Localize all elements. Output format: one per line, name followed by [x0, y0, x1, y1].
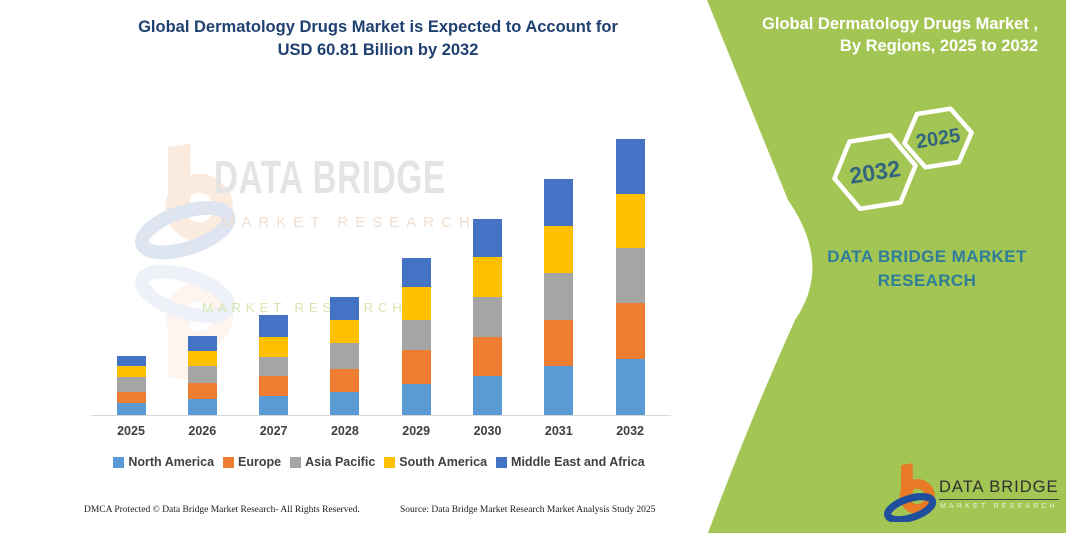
legend-swatch-icon	[290, 456, 302, 468]
legend-label: South America	[399, 455, 488, 469]
bar-segment	[330, 320, 360, 343]
logo-subtitle: MARKET RESEARCH	[940, 503, 1058, 510]
bar-segment	[330, 392, 360, 415]
bar-segment	[116, 403, 146, 415]
bar-segment	[187, 350, 217, 367]
legend-label: Middle East and Africa	[511, 455, 645, 469]
bar-segment	[615, 248, 645, 304]
bar-segment	[116, 366, 146, 378]
bar-segment	[473, 376, 502, 415]
bar-segment	[116, 392, 146, 404]
x-axis-label: 2028	[330, 424, 359, 438]
legend-label: Asia Pacific	[305, 455, 376, 469]
chart-title-line1: Global Dermatology Drugs Market is Expec…	[138, 18, 618, 36]
x-axis-label: 2032	[616, 424, 644, 438]
bar-segment	[330, 297, 360, 321]
bar-segment	[544, 319, 574, 367]
x-axis-label: 2030	[473, 424, 502, 438]
brand-text-line2: RESEARCH	[877, 271, 977, 290]
legend-swatch-icon	[113, 456, 125, 468]
bar-segment	[544, 273, 574, 320]
legend-label: Europe	[238, 455, 282, 469]
legend-swatch-icon	[384, 456, 396, 468]
chart-title-line2: USD 60.81 Billion by 2032	[277, 41, 479, 59]
brand-text: DATA BRIDGE MARKET RESEARCH	[817, 245, 1037, 293]
bar-segment	[473, 296, 502, 337]
bar-segment	[615, 139, 645, 194]
bar-segment	[330, 368, 360, 393]
chart-title: Global Dermatology Drugs Market is Expec…	[88, 16, 668, 62]
side-panel-heading-text: Global Dermatology Drugs Market , By Reg…	[762, 15, 1038, 55]
bar-segment	[330, 342, 360, 369]
green-shape	[707, 0, 1066, 533]
bar-segment	[187, 383, 217, 400]
legend-item: North America	[113, 455, 214, 469]
bar-segment	[615, 193, 645, 248]
legend-label: North America	[128, 455, 215, 469]
hexagon-2025: 2025	[902, 106, 974, 170]
side-panel-graphic: 2032 2025	[707, 0, 1066, 533]
bar-segment	[473, 257, 502, 297]
legend-item: Asia Pacific	[290, 455, 375, 469]
bar-segment	[259, 396, 289, 415]
bar-segment	[401, 384, 431, 415]
side-panel-heading: Global Dermatology Drugs Market , By Reg…	[738, 13, 1038, 57]
brand-text-line1: DATA BRIDGE MARKET	[827, 247, 1027, 266]
bar-segment	[116, 356, 146, 367]
legend-item: Middle East and Africa	[496, 455, 645, 469]
bar-segment	[615, 358, 645, 415]
bar-segment	[187, 399, 217, 415]
bar-segment	[187, 335, 217, 351]
x-axis-label: 2026	[188, 424, 217, 438]
x-axis-label: 2029	[402, 424, 431, 438]
data-bridge-logo-icon	[884, 462, 938, 522]
legend-swatch-icon	[496, 456, 508, 468]
legend-item: Europe	[223, 455, 281, 469]
x-axis-label: 2031	[544, 424, 573, 438]
chart-legend: North America Europe Asia Pacific South Ame…	[88, 455, 670, 469]
bar-segment	[401, 349, 431, 385]
bar-segment	[401, 287, 431, 321]
bar-segment	[187, 366, 217, 384]
x-axis-label: 2025	[117, 424, 145, 438]
bar-segment	[259, 315, 289, 337]
bar-chart-plot	[91, 120, 673, 416]
footer-copyright: DMCA Protected © Data Bridge Market Rese…	[84, 505, 360, 515]
bar-segment	[259, 336, 289, 357]
x-axis-label: 2027	[259, 424, 288, 438]
logo-name: DATA BRIDGE	[939, 478, 1059, 500]
bar-segment	[259, 375, 289, 397]
bar-segment	[116, 377, 146, 393]
bar-segment	[473, 336, 502, 377]
bar-segment	[544, 178, 574, 226]
x-axis-labels: 2025 2026 2027 2028 2029 2030 2031 2032	[93, 424, 673, 442]
footer-source: Source: Data Bridge Market Research Mark…	[400, 505, 656, 515]
bar-segment	[473, 218, 502, 258]
bar-segment	[259, 356, 289, 376]
x-axis-line	[91, 415, 671, 416]
legend-swatch-icon	[223, 456, 235, 468]
bar-segment	[544, 366, 574, 415]
bar-segment	[615, 303, 645, 359]
bar-segment	[401, 320, 431, 350]
bar-segment	[544, 225, 574, 274]
bar-segment	[401, 257, 431, 288]
legend-item: South America	[384, 455, 487, 469]
